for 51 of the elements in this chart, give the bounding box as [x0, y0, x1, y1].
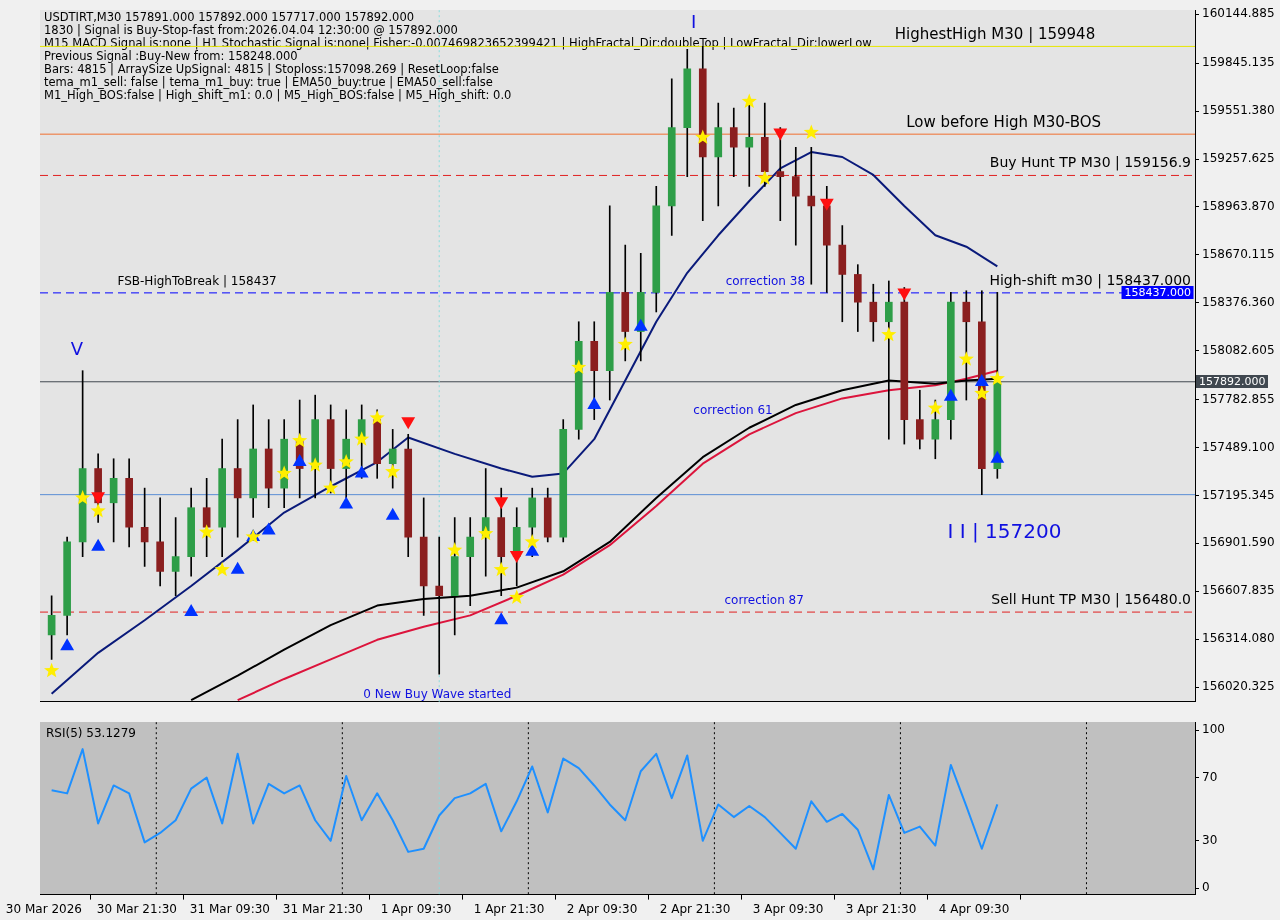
- y-tick-label: 160144.885: [1202, 6, 1275, 21]
- annotation: V: [70, 338, 84, 360]
- annotation: M1_High_BOS:false | High_shift_m1: 0.0 | M5_High_BOS:false | M5_High_shift: 0.0: [44, 88, 512, 103]
- annotation: correction 61: [693, 402, 773, 417]
- x-tick-label: 2 Apr 09:30: [566, 901, 638, 916]
- x-tick-label: 3 Apr 21:30: [845, 901, 917, 916]
- y-tick-label: 158670.115: [1202, 246, 1275, 261]
- annotation: correction 38: [725, 274, 806, 289]
- ref-line-label: Sell Hunt TP M30 | 156480.0: [991, 591, 1191, 609]
- annotation: USDTIRT,M30 157891.000 157892.000 157717.000 157892.000: [44, 10, 415, 25]
- annotation: correction 87: [724, 593, 804, 608]
- y-tick-label: 157782.855: [1202, 391, 1275, 406]
- ref-line-label: Low before High M30-BOS: [906, 113, 1102, 132]
- y-tick-label: 157489.100: [1202, 439, 1275, 454]
- ref-line-label: Buy Hunt TP M30 | 159156.9: [989, 154, 1191, 172]
- y-tick-label: 157195.345: [1202, 487, 1275, 502]
- y-tick-label: 30: [1202, 832, 1218, 847]
- annotation: Bars: 4815 | ArraySize UpSignal: 4815 | Stoploss:157098.269 | ResetLoop:false: [44, 62, 499, 77]
- annotation: I: [691, 10, 697, 32]
- annotation: 0 New Buy Wave started: [363, 686, 512, 701]
- ref-line-label: 157892.000: [1196, 374, 1269, 388]
- y-tick-label: 159257.625: [1202, 151, 1275, 166]
- y-tick-label: 156901.590: [1202, 535, 1275, 550]
- x-tick-label: 1 Apr 09:30: [380, 901, 452, 916]
- ref-line-label: HighestHigh M30 | 159948: [894, 25, 1096, 44]
- y-tick-label: 70: [1202, 769, 1218, 784]
- x-tick-label: 4 Apr 09:30: [938, 901, 1010, 916]
- y-tick-label: 159845.135: [1202, 55, 1275, 70]
- y-tick-label: 100: [1202, 722, 1225, 737]
- y-tick-label: 156314.080: [1202, 631, 1275, 646]
- ref-line-label: I I | 157200: [947, 518, 1062, 543]
- y-tick-label: 0: [1202, 880, 1210, 895]
- annotation: FSB-HighToBreak | 158437: [117, 274, 277, 289]
- x-tick-label: 2 Apr 21:30: [659, 901, 731, 916]
- annotation: 158437.000: [1121, 285, 1194, 299]
- annotation: tema_m1_sell: false | tema_m1_buy: true | EMA50_buy:true | EMA50_sell:false: [44, 75, 493, 90]
- chart-title: RSI(5) 53.1279: [46, 726, 136, 741]
- annotation: 1830 | Signal is Buy-Stop-fast from:2026.04.04 12:30:00 @ 157892.000: [44, 23, 458, 38]
- y-tick-label: 159551.380: [1202, 103, 1275, 118]
- y-tick-label: 158376.360: [1202, 294, 1275, 309]
- x-tick-label: 3 Apr 09:30: [752, 901, 824, 916]
- x-tick-label: 1 Apr 21:30: [473, 901, 545, 916]
- x-tick-label: 31 Mar 09:30: [189, 901, 270, 916]
- annotation: Previous Signal :Buy-New from: 158248.000: [44, 49, 298, 64]
- y-tick-label: 156607.835: [1202, 583, 1275, 598]
- x-tick-label: 31 Mar 21:30: [282, 901, 363, 916]
- y-tick-label: 158082.605: [1202, 342, 1275, 357]
- x-tick-label: 30 Mar 2026: [5, 901, 82, 916]
- x-tick-label: 30 Mar 21:30: [96, 901, 177, 916]
- y-tick-label: 158963.870: [1202, 199, 1275, 214]
- y-tick-label: 156020.325: [1202, 679, 1275, 694]
